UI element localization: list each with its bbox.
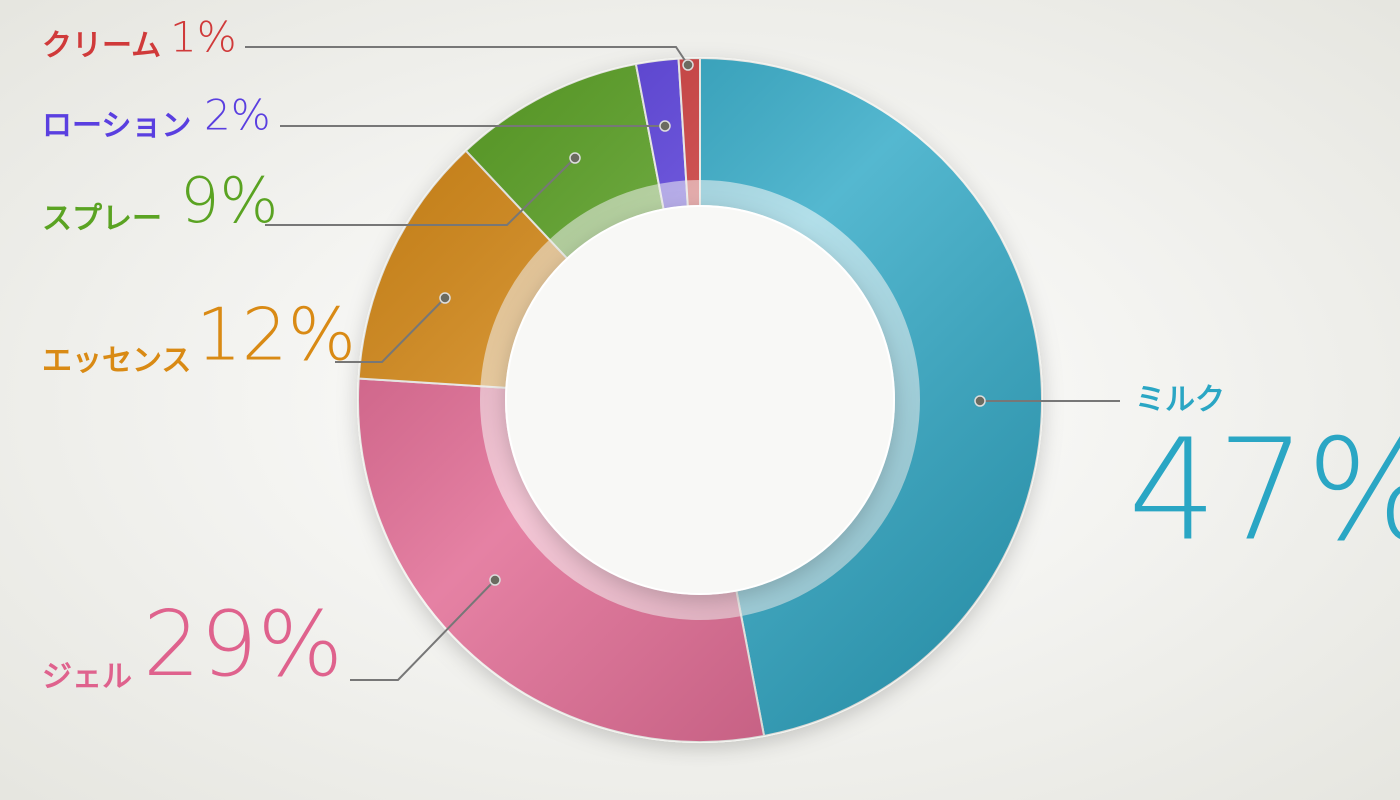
value-label: 12%: [196, 293, 356, 377]
leader-dot: [682, 59, 694, 71]
value-label: 2%: [204, 91, 271, 140]
category-label: クリーム: [42, 29, 161, 64]
donut-hole: [505, 205, 895, 595]
value-label: 29%: [143, 592, 343, 697]
category-label: ローション: [42, 109, 191, 144]
inner-band: [658, 180, 688, 210]
leader-dot: [439, 292, 451, 304]
leader-dot: [569, 152, 581, 164]
leader-line: [245, 46, 689, 66]
leader-line: [265, 157, 576, 226]
category-label: ジェル: [42, 660, 132, 695]
inner-band: [686, 180, 700, 207]
leader-dot: [659, 120, 671, 132]
category-label: エッセンス: [42, 344, 191, 379]
leader-line: [350, 579, 496, 681]
leader-dot: [974, 395, 986, 407]
category-label: スプレー: [42, 202, 162, 237]
leader-line: [335, 297, 446, 363]
value-label: 47%: [1128, 410, 1400, 573]
category-label: ミルク: [1135, 383, 1225, 418]
value-label: 9%: [180, 164, 278, 237]
value-label: 1%: [170, 13, 237, 62]
leader-dot: [489, 574, 501, 586]
